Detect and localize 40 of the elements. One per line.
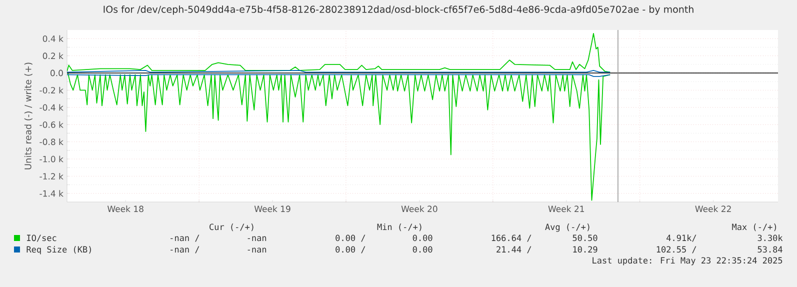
- text: 3.30k: [758, 234, 783, 242]
- chart-title: IOs for /dev/ceph-5049dd4a-e75b-4f58-8126-280238912dad/osd-block-cf65f7e6-5d8d-4e86-9cda-a9fd05e702ae - by month: [104, 6, 694, 15]
- text: Last update: Fri May 23 22:35:24 2025: [592, 257, 782, 266]
- x-tick-label: Week 21: [548, 206, 584, 212]
- text: 10.29: [573, 246, 598, 253]
- text: 50.50: [572, 234, 598, 242]
- legend-label: IO/sec: [27, 234, 56, 242]
- text: -nan /: [170, 246, 200, 254]
- text: Cur (-/+): [210, 224, 254, 232]
- text: Avg (-/+): [545, 224, 590, 232]
- text: Max (-/+): [732, 224, 776, 232]
- text: 0.00 /: [336, 246, 366, 254]
- text: 21.44 /: [496, 246, 532, 254]
- y-tick-label: -1.2 k: [40, 172, 64, 180]
- y-tick-label: -0.8 k: [40, 138, 64, 146]
- x-tick-label: Week 19: [254, 206, 290, 212]
- y-tick-label: -1.0 k: [40, 156, 64, 162]
- y-tick-label: 0.4 k: [42, 35, 64, 42]
- text: -nan: [248, 236, 266, 242]
- y-axis-title: Units read (-) / write (+): [24, 62, 32, 170]
- x-tick-label: Week 20: [401, 206, 438, 212]
- y-tick-label: -1.4 k: [40, 190, 64, 197]
- x-tick-label: Week 22: [695, 206, 731, 212]
- text: 0.00 /: [336, 234, 366, 242]
- text: 53.84: [758, 246, 782, 253]
- text: -nan: [248, 248, 266, 253]
- y-tick-label: -0.6 k: [40, 121, 64, 128]
- y-tick-label: 0.0: [50, 70, 63, 76]
- text: 166.64 /: [492, 234, 532, 242]
- y-tick-label: 0.2 k: [42, 52, 64, 60]
- text: 0.00: [412, 246, 432, 253]
- text: 102.55 /: [656, 246, 696, 254]
- text: 4.91k/: [666, 234, 696, 242]
- text: Min (-/+): [377, 224, 422, 232]
- x-tick-label: Week 18: [107, 206, 144, 212]
- legend-label: Req Size (KB): [26, 246, 91, 254]
- text: 0.00: [412, 234, 432, 242]
- y-tick-label: -0.2 k: [40, 86, 64, 94]
- y-tick-label: -0.4 k: [40, 104, 64, 111]
- text: -nan /: [170, 234, 200, 242]
